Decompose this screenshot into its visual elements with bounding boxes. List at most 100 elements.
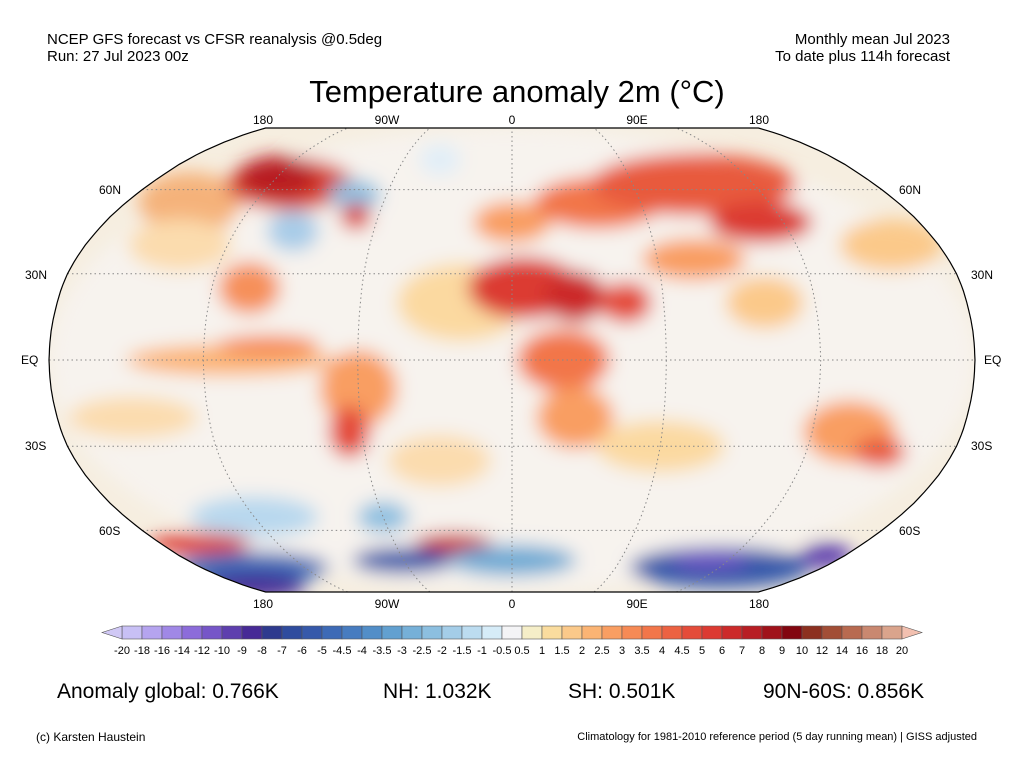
stat-global: Anomaly global: 0.766K xyxy=(57,680,279,703)
colorbar-swatch xyxy=(161,625,183,640)
lon-label-top: 0 xyxy=(508,113,516,127)
colorbar-label: 7 xyxy=(738,645,746,657)
lon-label-top: 90E xyxy=(626,113,648,127)
colorbar-swatch xyxy=(641,625,663,640)
colorbar-swatch xyxy=(201,625,223,640)
colorbar-label: -6 xyxy=(297,645,307,657)
colorbar-swatch xyxy=(581,625,603,640)
stat-90n-60s: 90N-60S: 0.856K xyxy=(763,680,925,703)
colorbar-swatch xyxy=(361,625,383,640)
anomaly-region xyxy=(218,262,281,314)
colorbar-swatch xyxy=(321,625,343,640)
colorbar-swatch xyxy=(621,625,643,640)
colorbar-swatch xyxy=(561,625,583,640)
colorbar-swatch xyxy=(721,625,743,640)
colorbar-label: 3 xyxy=(618,645,626,657)
lon-label-bottom: 0 xyxy=(508,597,516,611)
lon-label-bottom: 90W xyxy=(374,597,400,611)
anomaly-region xyxy=(419,144,461,176)
stat-sh: SH: 0.501K xyxy=(568,680,676,703)
run-time: Run: 27 Jul 2023 00z xyxy=(47,48,189,65)
colorbar-label: 2 xyxy=(578,645,586,657)
lat-label-right: 30N xyxy=(971,268,994,282)
colorbar-label: 2.5 xyxy=(594,645,610,657)
lat-label-right: 60S xyxy=(899,524,921,538)
anomaly-region xyxy=(709,201,813,243)
colorbar-swatch xyxy=(841,625,863,640)
colorbar-label: 5 xyxy=(698,645,706,657)
colorbar-swatch xyxy=(221,625,243,640)
colorbar-under-triangle xyxy=(101,625,123,640)
graticule-line xyxy=(593,128,667,592)
colorbar-label: 1 xyxy=(538,645,546,657)
anomaly-region xyxy=(590,153,797,216)
colorbar-over-triangle xyxy=(901,625,923,640)
colorbar-label: -14 xyxy=(174,645,190,657)
anomaly-region xyxy=(138,172,242,234)
colorbar-swatch xyxy=(481,625,503,640)
lat-label-right: 30S xyxy=(971,439,993,453)
colorbar-swatch xyxy=(501,625,523,640)
anomaly-region xyxy=(599,281,652,324)
colorbar-label: 14 xyxy=(835,645,849,657)
colorbar-swatch xyxy=(821,625,843,640)
anomaly-region xyxy=(726,276,804,329)
colorbar-label: -2.5 xyxy=(412,645,432,657)
colorbar-swatch xyxy=(461,625,483,640)
anomaly-region xyxy=(544,270,606,323)
graticule-line xyxy=(676,128,822,592)
lat-label-left: EQ xyxy=(21,353,39,367)
colorbar-label: -12 xyxy=(194,645,210,657)
colorbar-swatch xyxy=(281,625,303,640)
anomaly-region xyxy=(328,406,370,458)
lat-label-left: 60S xyxy=(99,524,121,538)
colorbar-label: 9 xyxy=(778,645,786,657)
graticule-line xyxy=(357,128,431,592)
colorbar-swatch xyxy=(781,625,803,640)
colorbar-label: -18 xyxy=(134,645,150,657)
colorbar-swatch xyxy=(801,625,823,640)
colorbar-swatch xyxy=(401,625,423,640)
colorbar-swatch xyxy=(861,625,883,640)
anomaly-region xyxy=(387,434,491,487)
colorbar-label: -4.5 xyxy=(332,645,352,657)
colorbar-swatch xyxy=(141,625,163,640)
colorbar-swatch xyxy=(601,625,623,640)
colorbar-label: 3.5 xyxy=(634,645,650,657)
anomaly-region xyxy=(536,386,614,449)
lat-label-left: 30S xyxy=(25,439,47,453)
anomaly-region xyxy=(319,350,397,428)
lat-label-left: 30N xyxy=(25,268,48,282)
colorbar-label: -5 xyxy=(317,645,327,657)
map-outline xyxy=(48,127,976,593)
stat-nh: NH: 1.032K xyxy=(383,680,492,703)
colorbar-label: -4 xyxy=(357,645,367,657)
colorbar xyxy=(101,625,923,640)
anomaly-region xyxy=(68,396,198,439)
colorbar-swatch xyxy=(661,625,683,640)
period-label: Monthly mean Jul 2023 xyxy=(794,31,950,48)
colorbar-label: -2 xyxy=(437,645,447,657)
colorbar-swatch xyxy=(421,625,443,640)
colorbar-swatch xyxy=(701,625,723,640)
lon-label-bottom: 90E xyxy=(626,597,648,611)
anomaly-region xyxy=(202,573,306,592)
anomaly-region xyxy=(357,501,409,533)
colorbar-swatch xyxy=(741,625,763,640)
lat-label-right: EQ xyxy=(984,353,1002,367)
colorbar-label: 1.5 xyxy=(554,645,570,657)
anomaly-region xyxy=(147,533,251,554)
anomaly-region xyxy=(671,552,749,569)
map-title: Temperature anomaly 2m (°C) xyxy=(309,74,725,109)
colorbar-label: -0.5 xyxy=(492,645,512,657)
colorbar-swatch xyxy=(181,625,203,640)
colorbar-label: 16 xyxy=(855,645,869,657)
colorbar-label: 18 xyxy=(875,645,889,657)
anomaly-region xyxy=(340,203,372,230)
colorbar-swatch xyxy=(301,625,323,640)
anomaly-region xyxy=(329,179,381,211)
anomaly-region xyxy=(267,210,319,252)
colorbar-label: -10 xyxy=(214,645,230,657)
colorbar-label: 4.5 xyxy=(674,645,690,657)
